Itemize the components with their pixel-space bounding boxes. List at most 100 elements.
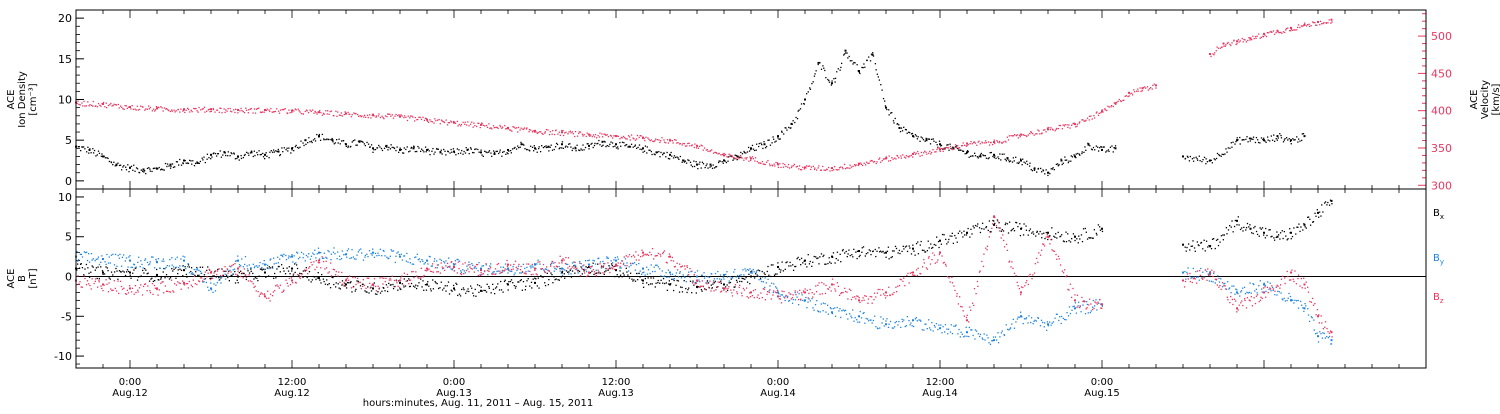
- velocity-sample-8: [86, 105, 87, 106]
- velocity-sample-854: [1114, 102, 1115, 103]
- velocity-sample-486: [667, 139, 668, 140]
- velocity-sample-655: [872, 160, 873, 161]
- density-sample-157: [266, 156, 267, 157]
- density-sample-195: [313, 139, 314, 140]
- bz-sample-3: [79, 281, 80, 282]
- by-sample-497: [680, 271, 681, 272]
- by-sample-118: [219, 277, 220, 278]
- bx-sample-693: [918, 253, 919, 254]
- density-sample-419: [585, 147, 586, 148]
- density-sample-933: [1278, 137, 1279, 138]
- bz-sample-428: [596, 275, 597, 276]
- bx-sample-438: [608, 265, 609, 266]
- velocity-sample-264: [397, 115, 398, 116]
- density-sample-625: [835, 78, 836, 79]
- bz-sample-545: [739, 287, 740, 288]
- velocity-sample-986: [1329, 19, 1330, 20]
- density-sample-518: [706, 165, 707, 166]
- density-sample-864: [1193, 157, 1194, 158]
- density-sample-743: [979, 156, 980, 157]
- by-sample-693: [918, 319, 919, 320]
- by-sample-676: [897, 324, 898, 325]
- bx-sample-571: [770, 276, 771, 277]
- by-sample-464: [640, 270, 641, 271]
- velocity-sample-688: [912, 156, 913, 157]
- density-sample-450: [623, 142, 624, 143]
- density-sample-444: [616, 147, 617, 148]
- bx-sample-314: [457, 295, 458, 296]
- by-sample-220: [343, 254, 344, 255]
- by-sample-804: [1053, 321, 1054, 322]
- bx-sample-779: [1023, 234, 1024, 235]
- bz-sample-403: [565, 257, 566, 258]
- by-sample-777: [1020, 312, 1021, 313]
- bx-sample-375: [531, 287, 532, 288]
- bz-sample-513: [700, 286, 701, 287]
- bx-sample-8: [86, 264, 87, 265]
- bx-sample-710: [938, 247, 939, 248]
- velocity-sample-648: [864, 163, 865, 164]
- bz-sample-111: [211, 271, 212, 272]
- by-sample-951: [1313, 319, 1314, 320]
- by-sample-423: [590, 268, 591, 269]
- by-sample-937: [1296, 300, 1297, 301]
- by-sample-905: [1257, 292, 1258, 293]
- velocity-sample-516: [703, 149, 704, 150]
- by-sample-934: [1292, 300, 1293, 301]
- density-sample-638: [851, 60, 852, 61]
- bz-sample-139: [245, 274, 246, 275]
- density-sample-365: [520, 147, 521, 148]
- bz-sample-525: [713, 290, 714, 291]
- bz-sample-136: [242, 272, 243, 273]
- by-sample-538: [729, 276, 730, 277]
- by-sample-304: [445, 260, 446, 261]
- bz-sample-7: [84, 278, 85, 279]
- velocity-sample-689: [914, 152, 915, 153]
- density-sample-852: [1111, 145, 1112, 146]
- by-sample-482: [662, 270, 663, 271]
- by-sample-722: [953, 326, 954, 327]
- bz-point-33: [966, 319, 968, 321]
- bx-sample-500: [684, 280, 685, 281]
- bx-sample-642: [856, 258, 857, 259]
- bx-sample-534: [725, 286, 726, 287]
- bx-point-20: [615, 269, 617, 271]
- velocity-sample-608: [814, 167, 815, 168]
- by-sample-440: [610, 260, 611, 261]
- density-sample-130: [234, 153, 235, 154]
- bx-sample-549: [743, 278, 744, 279]
- by-sample-812: [1063, 318, 1064, 319]
- velocity-sample-124: [226, 111, 227, 112]
- by-sample-371: [526, 267, 527, 268]
- bx-sample-53: [141, 275, 142, 276]
- bz-sample-90: [186, 283, 187, 284]
- density-sample-146: [254, 151, 255, 152]
- density-sample-459: [634, 146, 635, 147]
- density-sample-951: [1299, 140, 1300, 141]
- by-sample-889: [1237, 293, 1238, 294]
- density-sample-102: [200, 161, 201, 162]
- bx-sample-663: [881, 251, 882, 252]
- density-sample-782: [1026, 161, 1027, 162]
- bz-sample-306: [448, 266, 449, 267]
- bx-sample-338: [487, 284, 488, 285]
- left-ylabel-b-line-0: ACE: [6, 269, 17, 289]
- by-sample-831: [1086, 301, 1087, 302]
- bx-sample-852: [1192, 240, 1193, 241]
- velocity-sample-101: [198, 107, 199, 108]
- by-sample-63: [152, 256, 153, 257]
- by-sample-739: [974, 338, 975, 339]
- velocity-sample-536: [727, 157, 728, 158]
- density-sample-948: [1296, 136, 1297, 137]
- velocity-sample-194: [312, 109, 313, 110]
- bx-sample-56: [144, 268, 145, 269]
- bz-sample-350: [501, 272, 502, 273]
- velocity-sample-50: [137, 106, 138, 107]
- velocity-sample-721: [952, 149, 953, 150]
- velocity-sample-313: [457, 121, 458, 122]
- bx-sample-760: [999, 227, 1000, 228]
- by-sample-171: [283, 254, 284, 255]
- density-sample-686: [909, 132, 910, 133]
- density-sample-573: [772, 136, 773, 137]
- bz-sample-373: [529, 271, 530, 272]
